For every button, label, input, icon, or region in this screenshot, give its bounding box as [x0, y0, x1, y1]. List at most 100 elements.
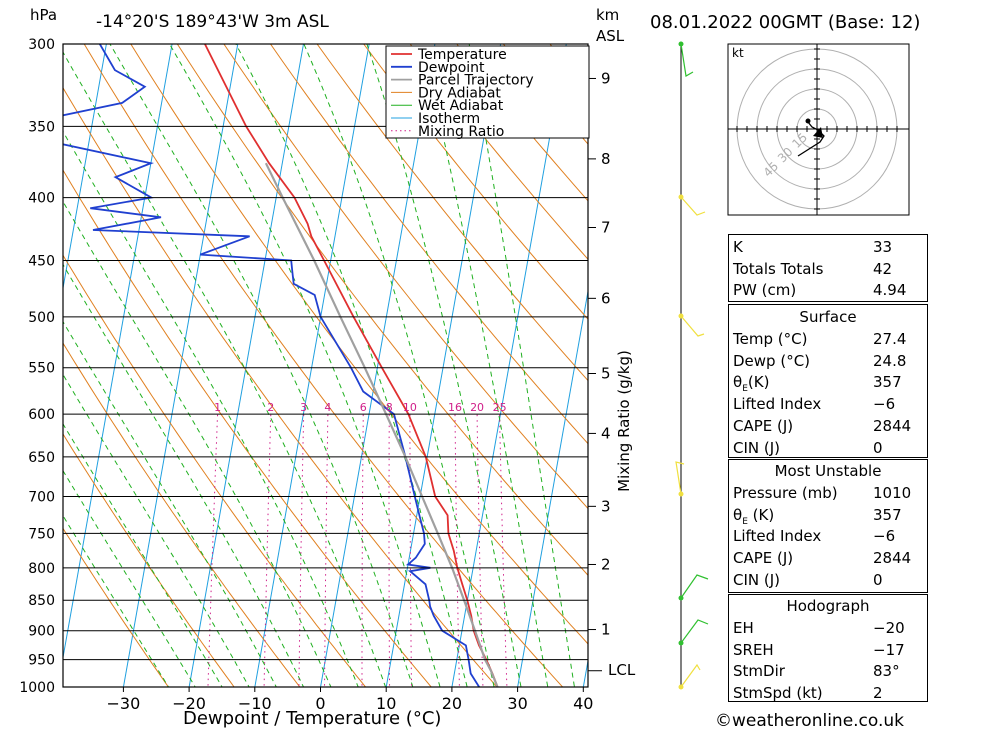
- mixing-ratio-line: [499, 414, 508, 687]
- surface-key: CIN (J): [733, 438, 781, 457]
- hodo-key: StmSpd (kt): [733, 684, 823, 703]
- dry-adiabat-line: [63, 433, 235, 687]
- isotherm-line: [122, 44, 239, 687]
- unit-hpa: hPa: [30, 6, 58, 24]
- pressure-tick-label: 1000: [19, 680, 55, 696]
- index-key: PW (cm): [733, 281, 797, 300]
- mu-row: Lifted Index −6: [729, 526, 927, 547]
- mu-value: 0: [873, 570, 883, 589]
- hodo-row: SREH −17: [729, 640, 927, 661]
- hodo-value: −20: [873, 619, 905, 637]
- hodo-value: 2: [873, 684, 883, 703]
- mixing-ratio-label: 3: [300, 401, 307, 414]
- surface-row: θE(K) 357: [729, 372, 927, 394]
- index-value: 42: [873, 259, 893, 278]
- mixing-ratio-line: [263, 414, 272, 687]
- copyright[interactable]: ©weatheronline.co.uk: [715, 711, 905, 731]
- isotherm-line: [385, 44, 502, 687]
- dry-adiabat-line: [409, 44, 588, 261]
- lcl-label: LCL: [608, 661, 636, 679]
- legend-label: Dewpoint: [418, 60, 485, 76]
- isotherm-line: [254, 44, 370, 687]
- mixing-ratio-label: 10: [403, 401, 417, 414]
- isotherm-line: [63, 44, 173, 661]
- dry-adiabat-line: [63, 342, 301, 687]
- wet-adiabat-line: [303, 44, 495, 687]
- index-row: K 33: [729, 237, 927, 258]
- hodo-key: EH: [733, 619, 754, 637]
- location-title: -14°20'S 189°43'W 3m ASL: [96, 12, 329, 32]
- pressure-tick-label: 300: [28, 37, 55, 53]
- unit-km: km: [596, 6, 620, 24]
- surface-value: 27.4: [873, 330, 907, 348]
- km-tick-label: 4: [601, 424, 611, 442]
- mu-key: Lifted Index: [733, 527, 822, 546]
- x-tick-label: 20: [442, 694, 462, 713]
- mu-value: 357: [873, 505, 902, 524]
- mixing-ratio-label: 2: [267, 401, 274, 414]
- plot-border: [62, 43, 589, 688]
- surface-value: 2844: [873, 416, 912, 435]
- wind-barb: [680, 43, 694, 77]
- surface-key: Temp (°C): [733, 330, 808, 348]
- hodograph-title: Hodograph: [786, 597, 870, 615]
- pressure-tick-label: 600: [28, 407, 55, 423]
- pressure-tick-label: 550: [28, 361, 55, 377]
- surface-title: Surface: [799, 308, 857, 326]
- mu-row: CAPE (J) 2844: [729, 548, 927, 569]
- km-tick-label: 2: [601, 555, 611, 573]
- background-lines: [63, 44, 588, 687]
- legend-label: Parcel Trajectory: [418, 73, 534, 89]
- mu-row: Pressure (mb) 1010: [729, 483, 927, 504]
- km-tick-label: 8: [601, 150, 611, 168]
- indices-box: K 33 Totals Totals 42 PW (cm) 4.94: [728, 234, 928, 302]
- pressure-tick-label: 750: [28, 526, 55, 542]
- km-tick-label: 9: [601, 69, 611, 87]
- wind-dot: [678, 684, 684, 690]
- mixing-ratio-label: 16: [448, 401, 462, 414]
- wet-adiabat-line: [468, 44, 576, 687]
- index-key: Totals Totals: [733, 259, 824, 278]
- dry-adiabat-line: [363, 44, 588, 320]
- pressure-tick-label: 950: [28, 653, 55, 669]
- mixing-ratio-line: [361, 414, 364, 687]
- wet-adiabat-line: [63, 263, 305, 687]
- mu-row: CIN (J) 0: [729, 570, 927, 591]
- mixing-ratio-line: [454, 414, 460, 687]
- mu-key: Pressure (mb): [733, 484, 838, 502]
- wind-barb: [680, 663, 701, 688]
- mixing-ratio-line: [298, 414, 305, 687]
- isotherm-line: [517, 288, 588, 687]
- surface-value: 357: [873, 373, 902, 392]
- legend-label: Temperature: [417, 47, 507, 63]
- hodo-row: StmSpd (kt) 2: [729, 683, 927, 704]
- series-temperature: [204, 44, 499, 687]
- x-axis-label: Dewpoint / Temperature (°C): [183, 708, 442, 729]
- legend-label: Isotherm: [418, 111, 480, 127]
- surface-box: Surface Temp (°C) 27.4 Dewp (°C) 24.8 θE(K) 3…: [728, 304, 928, 458]
- wind-barb: [675, 461, 685, 495]
- x-tick-label: −20: [172, 694, 206, 713]
- surface-row: Lifted Index −6: [729, 394, 927, 415]
- mu-key: θE (K): [733, 505, 775, 527]
- wind-barb: [680, 619, 709, 644]
- x-tick-label: −30: [107, 694, 141, 713]
- hodo-row: StmDir 83°: [729, 661, 927, 682]
- dry-adiabat-line: [63, 254, 367, 687]
- wet-adiabat-line: [366, 44, 522, 687]
- dry-adiabat-line: [63, 86, 498, 687]
- wind-profile: [675, 41, 709, 690]
- wind-dot: [678, 41, 684, 47]
- mixing-ratio-line: [409, 414, 413, 687]
- km-tick-label: 7: [601, 218, 611, 236]
- wind-dot: [678, 640, 684, 646]
- legend-label: Mixing Ratio: [418, 124, 504, 140]
- surface-value: 0: [873, 438, 883, 457]
- x-tick-label: 30: [507, 694, 527, 713]
- wind-barb: [680, 574, 709, 599]
- km-tick-label: 1: [601, 621, 611, 639]
- surface-row: Dewp (°C) 24.8: [729, 351, 927, 372]
- legend-label: Wet Adiabat: [418, 98, 504, 114]
